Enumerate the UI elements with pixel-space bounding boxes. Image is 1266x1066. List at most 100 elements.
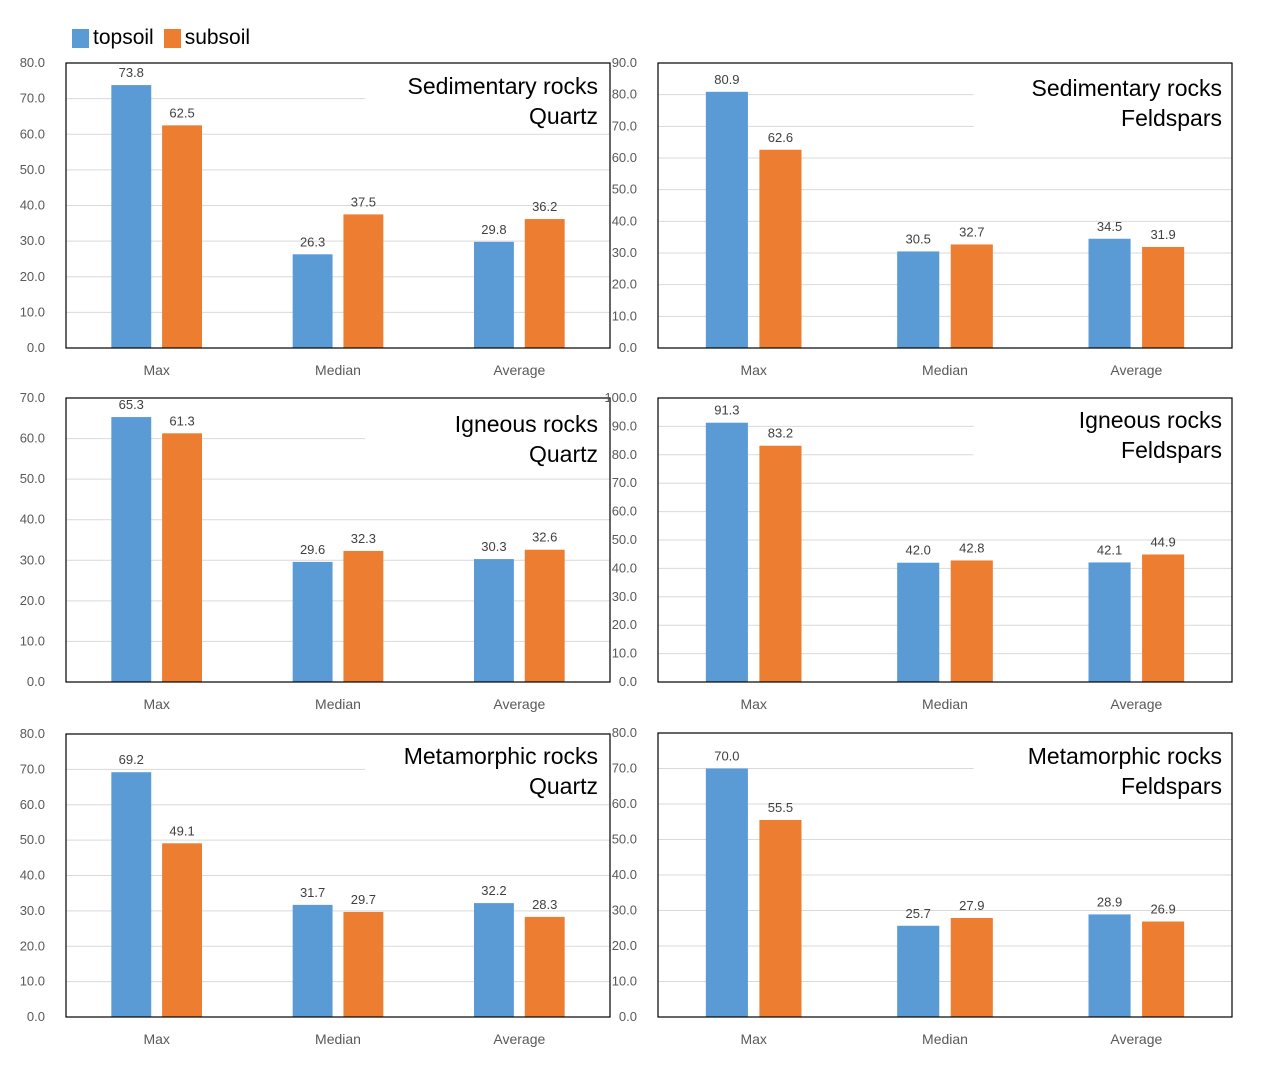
- data-label-topsoil-max: 91.3: [714, 403, 739, 418]
- bar-subsoil-median: [950, 917, 993, 1017]
- data-label-subsoil-average: 31.9: [1150, 227, 1175, 242]
- x-category-label: Max: [143, 1031, 169, 1047]
- y-tick-label: 20.0: [612, 617, 637, 632]
- data-label-topsoil-median: 25.7: [906, 906, 931, 921]
- y-tick-label: 70.0: [20, 91, 45, 106]
- data-label-subsoil-max: 61.3: [169, 413, 194, 428]
- y-tick-label: 30.0: [612, 903, 637, 918]
- bar-subsoil-average: [524, 916, 565, 1017]
- bar-topsoil-average: [1088, 914, 1131, 1017]
- chart-title-line-1: Igneous rocks: [1079, 407, 1222, 433]
- y-tick-label: 60.0: [20, 431, 45, 446]
- legend-label-subsoil: subsoil: [184, 26, 251, 49]
- legend-label-topsoil: topsoil: [93, 26, 154, 49]
- y-tick-label: 80.0: [612, 87, 637, 102]
- chart-panel-1: 0.0 10.0 20.0 30.0 40.0 50.0 60.0 70.0 80.0 73.8 6…: [20, 55, 611, 378]
- y-tick-label: 70.0: [20, 390, 45, 405]
- data-label-subsoil-average: 32.6: [532, 530, 557, 545]
- data-label-subsoil-max: 49.1: [169, 823, 194, 838]
- x-category-label: Median: [315, 696, 361, 712]
- data-label-topsoil-average: 29.8: [481, 222, 506, 237]
- y-tick-label: 20.0: [612, 277, 637, 292]
- plot-border: [657, 732, 1233, 1018]
- data-label-subsoil-median: 29.7: [351, 892, 376, 907]
- bar-subsoil-median: [343, 911, 384, 1017]
- y-tick-label: 30.0: [20, 233, 45, 248]
- legend: topsoil subsoil: [72, 26, 254, 50]
- data-label-topsoil-average: 42.1: [1097, 542, 1122, 557]
- y-tick-label: 30.0: [20, 903, 45, 918]
- y-tick-label: 50.0: [20, 471, 45, 486]
- y-tick-label: 70.0: [612, 118, 637, 133]
- bar-topsoil-average: [1088, 562, 1131, 682]
- bar-subsoil-average: [1142, 246, 1185, 348]
- y-tick-label: 0.0: [619, 340, 637, 355]
- chart-title-line-2: Feldspars: [1121, 437, 1222, 463]
- x-category-label: Median: [315, 362, 361, 378]
- bar-subsoil-median: [950, 244, 993, 348]
- y-tick-label: 40.0: [20, 868, 45, 883]
- data-label-topsoil-median: 29.6: [300, 542, 325, 557]
- plot-border: [65, 397, 611, 683]
- y-tick-label: 0.0: [27, 1009, 45, 1024]
- y-tick-label: 60.0: [20, 126, 45, 141]
- x-category-label: Median: [922, 1031, 968, 1047]
- y-tick-label: 10.0: [20, 974, 45, 989]
- legend-swatch-subsoil: [163, 28, 181, 48]
- data-label-topsoil-average: 34.5: [1097, 219, 1122, 234]
- y-tick-label: 50.0: [20, 832, 45, 847]
- y-tick-label: 40.0: [20, 512, 45, 527]
- chart-title-line-1: Metamorphic rocks: [404, 743, 598, 769]
- x-category-label: Max: [740, 696, 766, 712]
- y-tick-label: 70.0: [612, 475, 637, 490]
- data-label-topsoil-average: 30.3: [481, 539, 506, 554]
- x-category-label: Median: [922, 696, 968, 712]
- data-label-topsoil-median: 42.0: [906, 543, 931, 558]
- chart-title-line-2: Quartz: [529, 773, 598, 799]
- y-tick-label: 90.0: [612, 55, 637, 70]
- y-tick-label: 30.0: [612, 589, 637, 604]
- bar-subsoil-max: [162, 125, 202, 348]
- plot-border: [657, 397, 1233, 683]
- x-category-label: Average: [493, 362, 545, 378]
- y-tick-label: 50.0: [20, 162, 45, 177]
- y-tick-label: 20.0: [20, 269, 45, 284]
- data-label-subsoil-median: 27.9: [959, 898, 984, 913]
- data-label-subsoil-median: 42.8: [959, 540, 984, 555]
- data-label-subsoil-average: 28.3: [532, 897, 557, 912]
- y-tick-label: 70.0: [20, 761, 45, 776]
- x-category-label: Average: [493, 1031, 545, 1047]
- chart-title-line-2: Quartz: [529, 103, 598, 129]
- data-label-subsoil-max: 55.5: [768, 800, 793, 815]
- data-label-subsoil-median: 32.7: [959, 224, 984, 239]
- y-tick-label: 20.0: [612, 938, 637, 953]
- y-tick-label: 40.0: [612, 213, 637, 228]
- bar-subsoil-average: [1142, 921, 1185, 1017]
- y-tick-label: 10.0: [20, 304, 45, 319]
- bar-subsoil-average: [524, 549, 565, 682]
- chart-title-line-1: Igneous rocks: [455, 411, 598, 437]
- bar-topsoil-median: [292, 561, 333, 682]
- bar-topsoil-max: [705, 91, 748, 349]
- data-label-topsoil-average: 32.2: [481, 883, 506, 898]
- bar-subsoil-max: [759, 819, 802, 1017]
- chart-title-line-2: Quartz: [529, 441, 598, 467]
- data-label-topsoil-max: 73.8: [119, 65, 144, 80]
- data-label-topsoil-max: 65.3: [119, 397, 144, 412]
- data-label-topsoil-median: 30.5: [906, 231, 931, 246]
- x-category-label: Max: [143, 696, 169, 712]
- data-label-topsoil-max: 80.9: [714, 72, 739, 87]
- y-tick-label: 0.0: [619, 1009, 637, 1024]
- bar-subsoil-average: [1142, 554, 1185, 682]
- bar-topsoil-average: [474, 241, 514, 348]
- bar-topsoil-median: [292, 904, 333, 1017]
- bar-topsoil-max: [705, 768, 748, 1017]
- x-category-label: Median: [922, 362, 968, 378]
- data-label-subsoil-average: 36.2: [532, 199, 557, 214]
- y-tick-label: 10.0: [20, 633, 45, 648]
- bar-subsoil-median: [343, 214, 384, 348]
- plot-border: [65, 62, 611, 349]
- x-category-label: Average: [1110, 362, 1162, 378]
- data-label-subsoil-max: 62.5: [169, 105, 194, 120]
- x-category-label: Median: [315, 1031, 361, 1047]
